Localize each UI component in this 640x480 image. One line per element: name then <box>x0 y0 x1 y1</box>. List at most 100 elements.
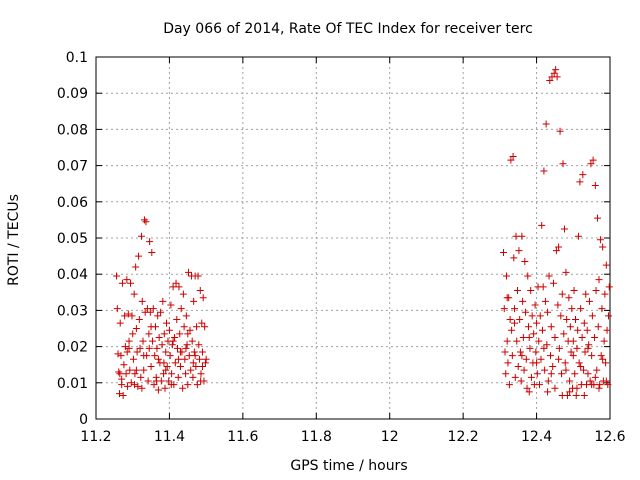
data-point <box>577 305 585 313</box>
data-point <box>576 178 584 186</box>
x-axis-ticks: 11.2 11.4 11.6 11.8 12 12.2 12.4 12.6 <box>80 57 626 445</box>
data-point <box>179 290 187 298</box>
data-point <box>527 373 535 381</box>
data-point <box>604 381 612 389</box>
data-point <box>552 247 560 255</box>
data-point <box>201 323 209 331</box>
data-point <box>153 377 161 385</box>
data-point <box>594 323 602 331</box>
data-point <box>556 127 564 135</box>
data-point <box>588 312 596 320</box>
data-point <box>601 290 609 298</box>
data-point <box>566 388 574 396</box>
data-point <box>519 334 527 342</box>
data-point <box>176 363 184 371</box>
data-point <box>521 258 529 266</box>
data-point <box>605 312 613 320</box>
data-point <box>505 381 513 389</box>
data-point <box>138 297 146 305</box>
data-point <box>583 326 591 334</box>
x-tick-label: 12 <box>381 429 399 445</box>
data-point <box>185 268 193 276</box>
data-point <box>540 167 548 175</box>
data-point <box>566 323 574 331</box>
data-point <box>133 348 141 356</box>
data-point <box>507 156 515 164</box>
data-point <box>123 348 131 356</box>
data-point <box>596 381 604 389</box>
data-point <box>555 355 563 363</box>
data-point <box>509 153 517 161</box>
data-point <box>503 294 511 302</box>
data-point <box>113 305 121 313</box>
data-point <box>591 182 599 190</box>
data-point <box>517 377 525 385</box>
data-point <box>527 286 535 294</box>
data-point <box>196 286 204 294</box>
chart-title: Day 066 of 2014, Rate Of TEC Index for r… <box>163 21 533 37</box>
data-point <box>514 363 522 371</box>
data-point <box>138 232 146 240</box>
data-point <box>117 352 125 360</box>
data-point <box>538 221 546 229</box>
y-axis-ticks: 0 0.01 0.02 0.03 0.04 0.05 0.06 0.07 0.08 0.09 0.1 <box>57 50 610 428</box>
data-point <box>190 348 198 356</box>
data-point <box>551 384 559 392</box>
data-point <box>127 379 135 387</box>
data-point <box>582 290 590 298</box>
data-point <box>116 370 124 378</box>
data-point <box>530 330 538 338</box>
data-point <box>573 344 581 352</box>
data-point <box>136 344 144 352</box>
data-point <box>135 252 143 260</box>
data-point <box>543 341 551 349</box>
data-point <box>502 272 510 280</box>
data-point <box>131 370 139 378</box>
data-point <box>147 363 155 371</box>
data-point <box>550 69 558 77</box>
data-point <box>594 214 602 222</box>
data-point <box>138 384 146 392</box>
data-point <box>143 305 151 313</box>
data-point <box>569 352 577 360</box>
data-point <box>566 377 574 385</box>
data-point <box>513 286 521 294</box>
data-point <box>131 381 139 389</box>
data-point <box>545 272 553 280</box>
data-point <box>544 308 552 316</box>
data-point <box>167 301 175 309</box>
data-point <box>524 272 532 280</box>
data-point <box>126 366 134 374</box>
data-point <box>167 381 175 389</box>
data-point <box>541 366 549 374</box>
data-point <box>536 381 544 389</box>
data-point <box>191 352 199 360</box>
data-point <box>579 171 587 179</box>
grid-lines <box>96 57 610 419</box>
data-point <box>585 297 593 305</box>
data-point <box>578 334 586 342</box>
data-point <box>539 283 547 291</box>
data-point <box>121 312 129 320</box>
data-point <box>115 368 123 376</box>
data-point <box>163 363 171 371</box>
data-point <box>567 348 575 356</box>
y-tick-label: 0.09 <box>57 86 88 102</box>
data-point <box>184 381 192 389</box>
data-point <box>602 359 610 367</box>
data-point <box>168 341 176 349</box>
data-point <box>571 370 579 378</box>
data-point <box>132 263 140 271</box>
data-point <box>140 366 148 374</box>
data-point <box>588 352 596 360</box>
data-point <box>181 355 189 363</box>
data-point <box>569 337 577 345</box>
data-point <box>150 381 158 389</box>
data-point <box>129 330 137 338</box>
data-point <box>194 272 202 280</box>
data-point <box>533 359 541 367</box>
data-point <box>605 283 613 291</box>
data-point <box>124 382 132 390</box>
data-point <box>518 352 526 360</box>
data-point <box>120 361 128 369</box>
